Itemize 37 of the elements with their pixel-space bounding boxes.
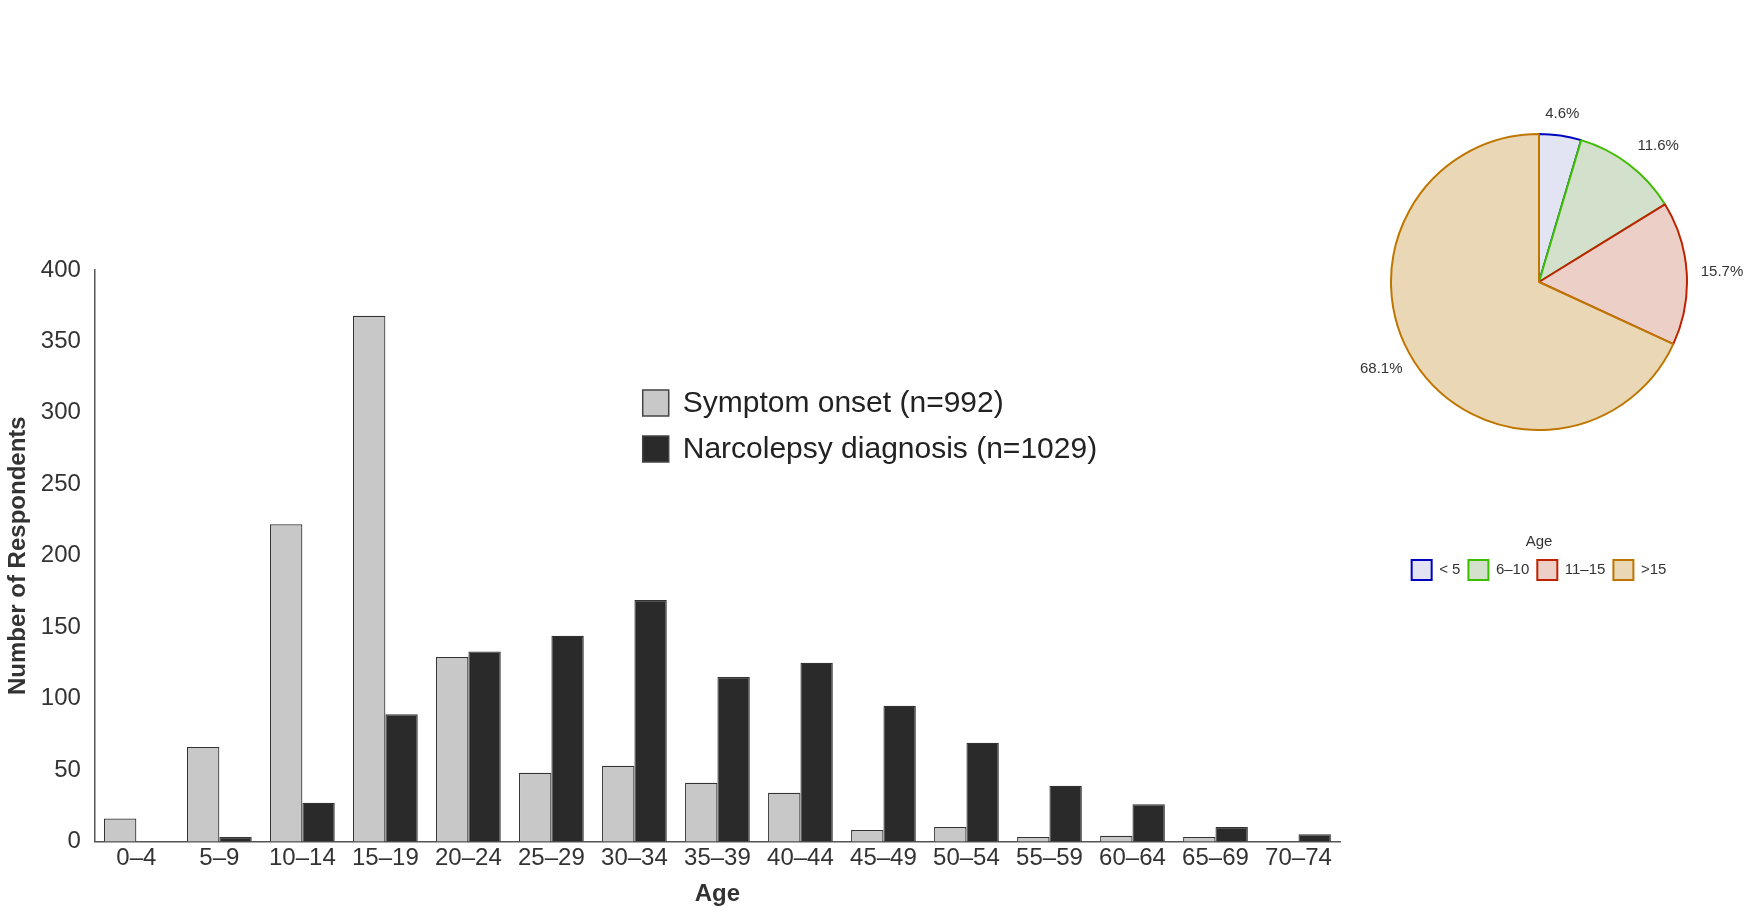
data-label: 11.6% [1637,136,1679,154]
x-tick-label: 40–44 [767,843,834,871]
legend-label: < 5 [1439,560,1461,578]
legend-label: >15 [1640,560,1667,578]
y-tick-label: 100 [40,683,81,711]
x-tick-label: 20–24 [435,843,502,871]
data-label: 68.1% [1359,359,1403,377]
x-tick-label: 30–34 [601,843,668,871]
x-tick-label: 5–9 [199,843,240,871]
legend-label: 11–15 [1564,560,1606,578]
x-tick-label: 70–74 [1265,843,1332,871]
x-tick-label: 25–29 [518,843,585,871]
x-tick-label: 50–54 [933,843,1000,871]
x-tick-label: 65–69 [1182,843,1249,871]
y-tick-label: 50 [54,754,81,782]
legend-title: Age [1525,531,1553,549]
x-tick-label: 35–39 [684,843,751,871]
x-tick-label: 0–4 [116,843,157,871]
data-label: 4.6% [1545,104,1580,122]
x-tick-label: 60–64 [1099,843,1166,871]
x-axis-title: Age [694,879,741,907]
y-tick-label: 300 [40,397,81,425]
x-tick-label: 55–59 [1016,843,1083,871]
y-tick-label: 0 [67,826,81,854]
y-axis-title: Number of Respondents [3,416,31,696]
x-tick-label: 15–19 [352,843,419,871]
y-tick-label: 400 [40,254,81,282]
data-label: 15.7% [1700,262,1744,280]
legend-label: 6–10 [1495,560,1530,578]
x-tick-label: 45–49 [850,843,917,871]
x-tick-label: 10–14 [268,843,336,871]
y-tick-label: 200 [40,540,81,568]
y-tick-label: 150 [40,611,81,639]
legend-label: Narcolepsy diagnosis (n=1029) [682,431,1098,465]
y-tick-label: 350 [40,326,81,354]
y-tick-label: 250 [40,468,81,496]
legend-label: Symptom onset (n=992) [682,385,1004,419]
